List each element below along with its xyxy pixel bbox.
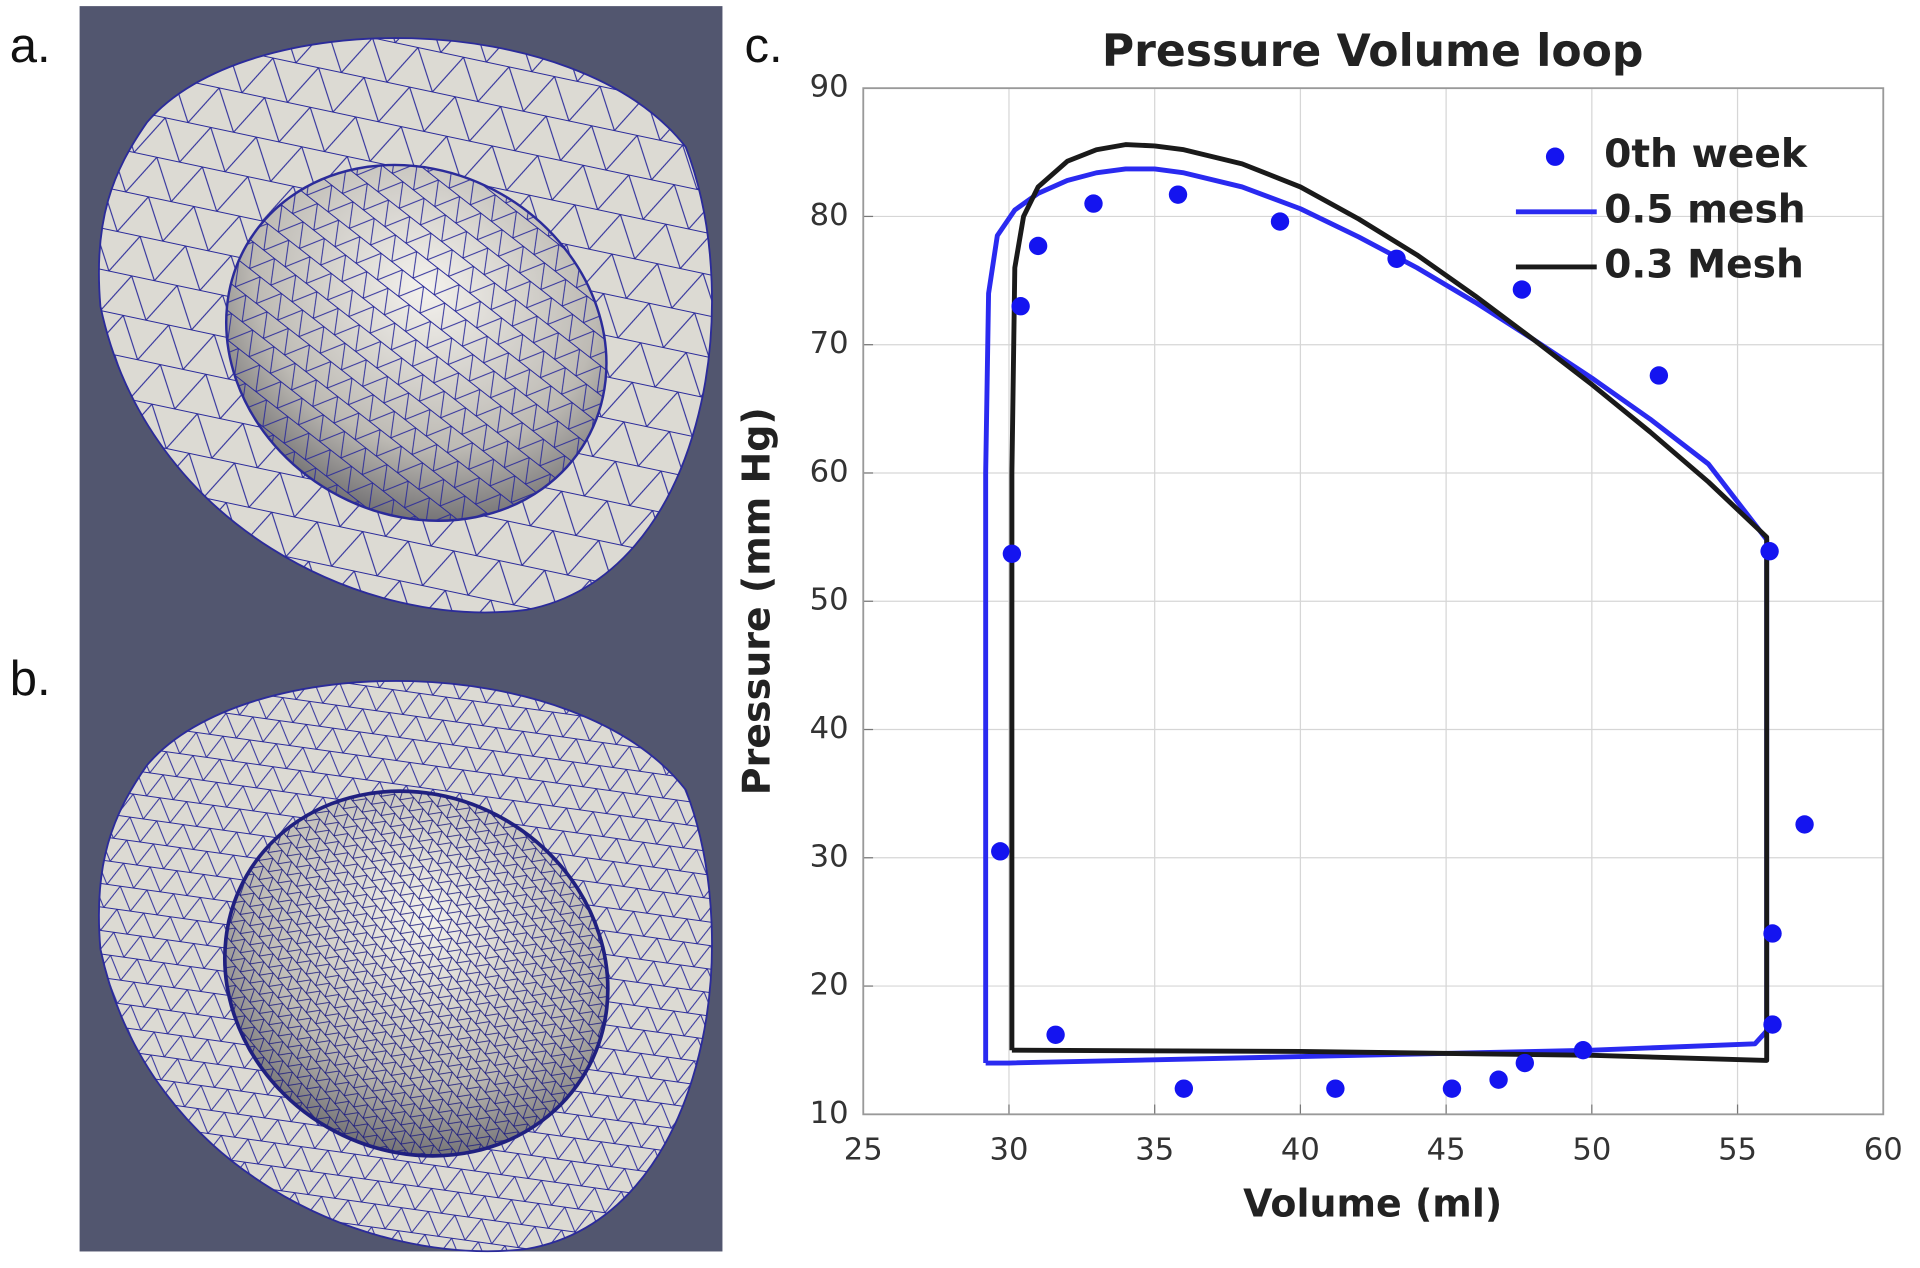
data-point <box>1084 194 1103 213</box>
data-point <box>1326 1079 1345 1098</box>
plot-frame <box>862 87 1885 1116</box>
x-tick-label: 45 <box>1427 1133 1466 1168</box>
y-tick-label: 90 <box>810 70 849 105</box>
x-tick-label: 60 <box>1864 1133 1903 1168</box>
legend-label: 0.5 mesh <box>1604 187 1806 232</box>
data-point <box>1515 1053 1534 1073</box>
legend-label: 0.3 Mesh <box>1604 242 1804 287</box>
x-tick-label: 55 <box>1718 1133 1757 1168</box>
data-point <box>1795 815 1814 834</box>
y-tick-label: 10 <box>810 1096 849 1131</box>
data-point <box>991 842 1010 861</box>
data-point <box>1573 1041 1593 1060</box>
data-point <box>1168 185 1188 204</box>
data-point <box>1011 297 1030 316</box>
data-point <box>1760 542 1779 561</box>
y-axis-label: Pressure (mm Hg) <box>735 407 779 795</box>
mesh-a <box>97 37 713 614</box>
x-tick-label: 50 <box>1572 1133 1611 1168</box>
data-point <box>1270 212 1290 231</box>
y-tick-label: 60 <box>810 454 849 489</box>
data-point <box>1002 544 1022 563</box>
data-line <box>983 166 1770 1066</box>
data-point <box>1512 280 1532 299</box>
data-point <box>1763 1015 1782 1034</box>
x-tick-label: 35 <box>1135 1133 1174 1168</box>
y-tick-label: 80 <box>810 198 849 233</box>
data-point <box>1028 236 1048 256</box>
x-tick-label: 25 <box>844 1133 883 1168</box>
x-tick-label: 40 <box>1281 1133 1320 1168</box>
data-point <box>1174 1079 1194 1098</box>
panel-label: a. <box>10 19 51 73</box>
panel-label: c. <box>744 19 782 73</box>
data-point <box>1387 249 1406 268</box>
y-tick-label: 50 <box>810 583 849 618</box>
data-line <box>1009 142 1770 1063</box>
data-point <box>1649 366 1669 385</box>
y-tick-label: 40 <box>810 711 849 746</box>
y-tick-label: 20 <box>810 968 849 1003</box>
data-point <box>1489 1070 1508 1089</box>
legend-label: 0th week <box>1604 132 1808 177</box>
data-point <box>1046 1025 1065 1044</box>
panel-label: b. <box>10 652 51 706</box>
mesh-b <box>97 680 713 1253</box>
data-point <box>1442 1079 1462 1098</box>
chart-title: Pressure Volume loop <box>1102 26 1644 77</box>
y-tick-label: 30 <box>810 839 849 874</box>
y-tick-label: 70 <box>810 326 849 361</box>
data-point <box>1763 924 1782 943</box>
x-axis-label: Volume (ml) <box>1243 1182 1502 1226</box>
legend-marker <box>1545 147 1565 166</box>
x-tick-label: 30 <box>990 1133 1029 1168</box>
